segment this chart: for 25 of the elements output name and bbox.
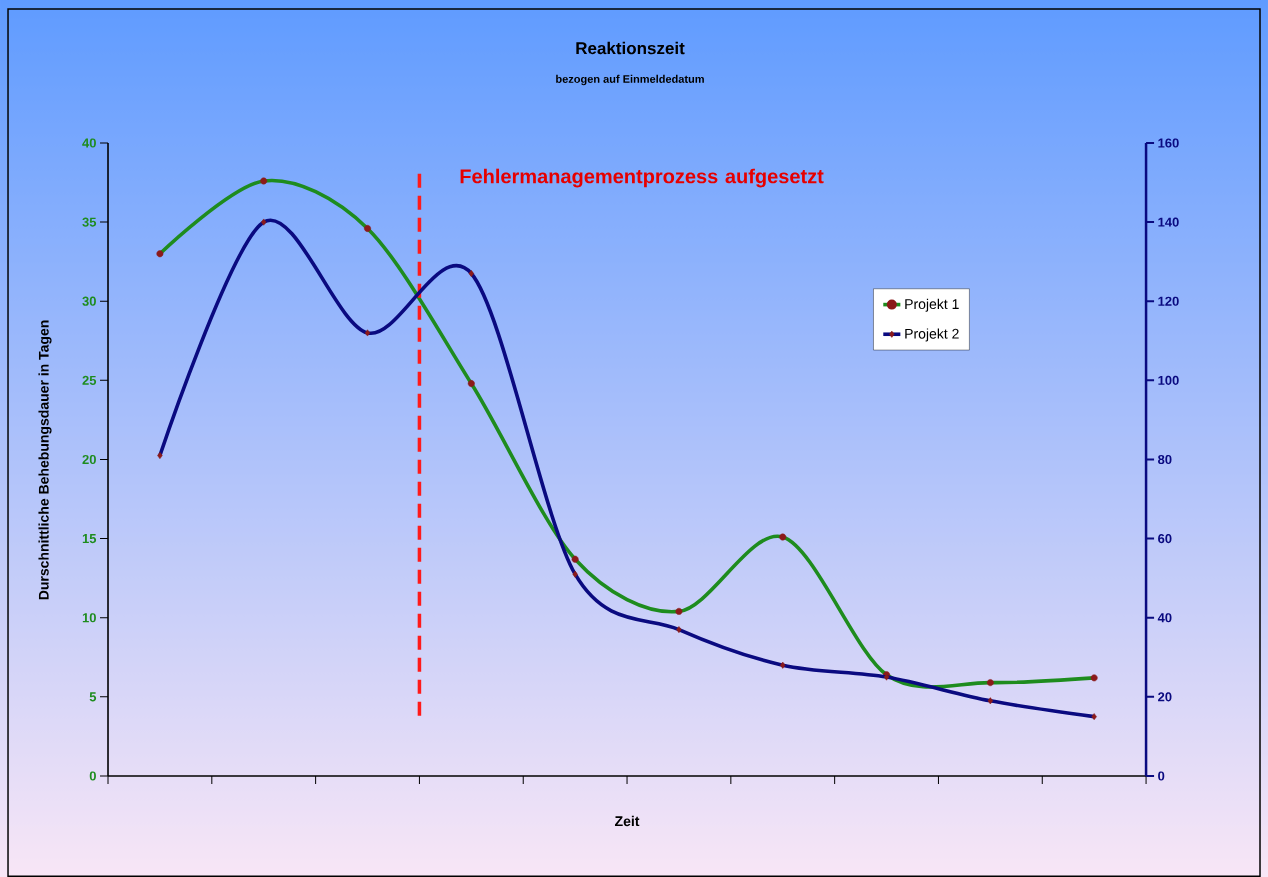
y2-tick-label: 0 [1158,771,1165,781]
y-tick-label: 10 [82,613,96,623]
y-tick-label: 35 [82,217,97,227]
chart-subtitle: bezogen auf Einmeldedatum [556,74,704,86]
y-tick-label: 40 [82,138,96,148]
x-axis-title: Zeit [614,815,640,827]
chart-title: Reaktionszeit [576,41,685,55]
legend-label: Projekt 1 [905,298,959,312]
y-tick-label: 5 [89,692,97,702]
legend-label: Projekt 2 [905,328,959,342]
y2-tick-label: 100 [1158,375,1179,385]
y2-tick-label: 80 [1158,454,1172,465]
y2-tick-label: 140 [1158,217,1179,227]
y2-tick-label: 160 [1158,138,1179,148]
y2-tick-label: 20 [1158,692,1172,702]
y-tick-label: 15 [82,534,97,544]
y-tick-label: 25 [82,375,97,385]
y-axis-title: Durschnittliche Behebungsdauer in Tagen [38,320,52,600]
y2-tick-label: 60 [1158,534,1172,544]
y2-tick-label: 40 [1157,613,1172,623]
y2-tick-label: 120 [1158,296,1179,306]
y-tick-label: 20 [82,454,96,465]
annotation: Fehlermanagementprozess aufgesetzt [460,168,824,188]
y-tick-label: 0 [89,771,96,781]
y-tick-label: 30 [82,296,96,306]
